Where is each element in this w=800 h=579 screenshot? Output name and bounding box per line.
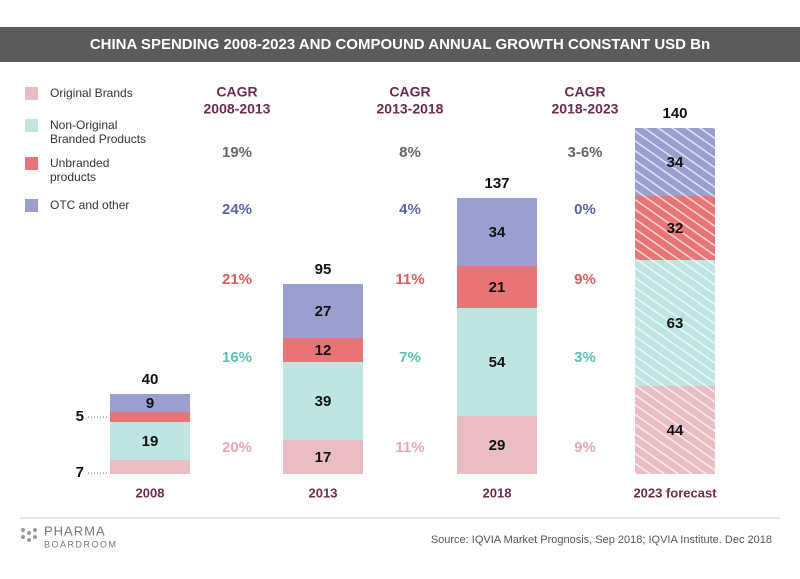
data-label: 9 (146, 395, 154, 412)
cagr-value: 0% (574, 201, 596, 218)
cagr-value: 7% (399, 349, 421, 366)
logo-text: PHARMA (44, 523, 106, 538)
data-label: 44 (667, 422, 684, 439)
cagr-period: 2018-2023 (552, 101, 619, 117)
cagr-title: CAGR (564, 84, 605, 100)
legend-swatch (25, 157, 38, 170)
bar-segment (635, 128, 715, 196)
bar-segment (283, 338, 363, 362)
x-tick-label: 2018 (483, 485, 512, 500)
legend-label: Unbranded products (50, 156, 110, 184)
bar-segment (283, 362, 363, 440)
bar-segment (110, 460, 190, 474)
total-label: 95 (315, 261, 332, 278)
data-label: 21 (489, 279, 506, 296)
bar-segment (457, 266, 537, 308)
data-label: 34 (489, 224, 506, 241)
bar-segment (283, 284, 363, 338)
x-tick-label: 2023 forecast (633, 485, 717, 500)
cagr-title: CAGR (389, 84, 430, 100)
data-label: 63 (667, 315, 684, 332)
bar-segment (283, 440, 363, 474)
cagr-value: 9% (574, 271, 596, 288)
data-label: 12 (315, 342, 332, 359)
total-label: 137 (484, 175, 509, 192)
total-label: 40 (142, 371, 159, 388)
cagr-title: CAGR (216, 84, 257, 100)
title-band (0, 27, 800, 62)
bar-segment (635, 196, 715, 260)
legend-swatch (25, 199, 38, 212)
data-label: 54 (489, 354, 506, 371)
cagr-value: 24% (222, 201, 252, 218)
chart-title: CHINA SPENDING 2008-2023 AND COMPOUND AN… (90, 36, 710, 53)
bar-segment (635, 260, 715, 386)
cagr-value: 20% (222, 439, 252, 456)
data-label: 34 (667, 154, 684, 171)
cagr-value: 21% (222, 271, 252, 288)
x-tick-label: 2013 (309, 485, 338, 500)
legend-label: Original Brands (50, 86, 133, 100)
cagr-value: 9% (574, 439, 596, 456)
data-label: 27 (315, 303, 332, 320)
legend-label: Non-Original Branded Products (50, 118, 147, 146)
cagr-value: 4% (399, 201, 421, 218)
bar-segment (635, 386, 715, 474)
data-label: 19 (142, 433, 159, 450)
logo-text: BOARDROOM (44, 539, 118, 549)
bar-segment (110, 422, 190, 460)
legend-swatch (25, 119, 38, 132)
cagr-value: 11% (395, 439, 424, 456)
cagr-value: 16% (222, 349, 252, 366)
cagr-period: 2013-2018 (377, 101, 444, 117)
bar-segment (110, 412, 190, 422)
cagr-period: 2008-2013 (204, 101, 271, 117)
legend-label: OTC and other (50, 198, 130, 212)
x-tick-label: 2008 (136, 485, 165, 500)
logo-icon (21, 528, 37, 542)
cagr-total: 3-6% (567, 144, 602, 161)
data-label: 29 (489, 437, 506, 454)
total-label: 140 (662, 105, 687, 122)
data-label: 39 (315, 393, 332, 410)
data-label: 7 (76, 464, 84, 481)
data-label: 17 (315, 449, 332, 466)
data-label: 32 (667, 220, 684, 237)
source: Source: IQVIA Market Prognosis, Sep 2018… (431, 534, 772, 546)
cagr-value: 3% (574, 349, 596, 366)
bar-segment (457, 416, 537, 474)
cagr-total: 19% (222, 144, 252, 161)
cagr-value: 11% (395, 271, 424, 288)
legend-swatch (25, 87, 38, 100)
bar-segment (457, 198, 537, 266)
bar-segment (110, 394, 190, 412)
data-label: 5 (76, 408, 84, 425)
bar-segment (457, 308, 537, 416)
cagr-total: 8% (399, 144, 421, 161)
